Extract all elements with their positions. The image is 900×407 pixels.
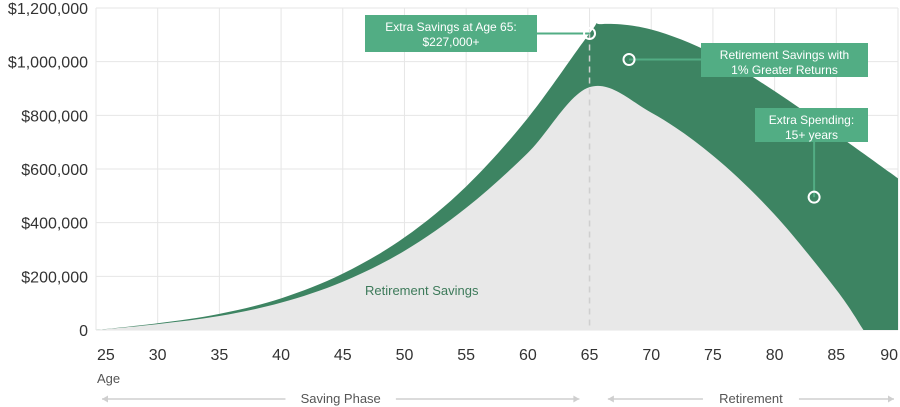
annotation-text: 1% Greater Returns	[731, 63, 838, 77]
x-tick-label: 25	[97, 347, 115, 364]
annotation-box	[755, 108, 868, 142]
y-tick-label: $400,000	[21, 216, 88, 233]
area-label-retirement-savings: Retirement Savings	[365, 283, 479, 298]
x-tick-label: 75	[704, 347, 722, 364]
phase-arrow-left	[102, 395, 108, 403]
x-tick-label: 35	[210, 347, 228, 364]
annotation-marker	[622, 53, 636, 67]
x-tick-label: 55	[457, 347, 475, 364]
annotation-box	[701, 43, 868, 77]
y-tick-label: 0	[79, 323, 88, 340]
annotation-callout-2: Extra Spending:15+ years	[755, 108, 868, 204]
x-tick-label: 90	[880, 347, 898, 364]
annotation-text: Extra Spending:	[769, 113, 854, 127]
phase-label: Retirement	[719, 391, 783, 406]
x-axis-title: Age	[97, 371, 120, 386]
x-tick-label: 65	[581, 347, 599, 364]
y-tick-label: $1,000,000	[8, 55, 88, 72]
phase-arrow-right	[888, 395, 894, 403]
y-tick-label: $600,000	[21, 162, 88, 179]
annotation-box	[365, 15, 537, 52]
data-areas: Retirement Savings	[96, 23, 898, 330]
x-tick-label: 50	[396, 347, 414, 364]
annotation-marker	[583, 26, 597, 40]
annotation-text: Retirement Savings with	[720, 48, 849, 62]
phase-label: Saving Phase	[301, 391, 381, 406]
y-tick-label: $200,000	[21, 269, 88, 286]
x-tick-label: 60	[519, 347, 537, 364]
x-tick-label: 70	[642, 347, 660, 364]
phase-bar: Saving Phase Retirement	[102, 391, 894, 406]
phase-arrow-right	[573, 395, 580, 403]
phase-retirement: Retirement	[607, 391, 894, 406]
area-retirement-savings	[96, 85, 864, 330]
x-tick-label: 80	[766, 347, 784, 364]
y-tick-label: $800,000	[21, 108, 88, 125]
y-tick-label: $1,200,000	[8, 1, 88, 18]
annotation-text: $227,000+	[422, 35, 479, 49]
x-tick-label: 40	[272, 347, 290, 364]
annotation-callout-0: Extra Savings at Age 65:$227,000+	[365, 15, 597, 52]
annotations: Extra Savings at Age 65:$227,000+ Retirem…	[365, 15, 868, 204]
phase-arrow-left	[607, 395, 614, 403]
x-tick-label: 85	[827, 347, 845, 364]
annotation-text: 15+ years	[785, 128, 838, 142]
axes: 25 30 35 40 45 50 55 60 65 70 75 80 85 90 Age 0 $200,000…	[8, 1, 898, 386]
phase-saving: Saving Phase	[102, 391, 580, 406]
annotation-marker	[807, 190, 821, 204]
x-tick-label: 30	[149, 347, 167, 364]
x-tick-label: 45	[334, 347, 352, 364]
annotation-text: Extra Savings at Age 65:	[385, 20, 516, 34]
